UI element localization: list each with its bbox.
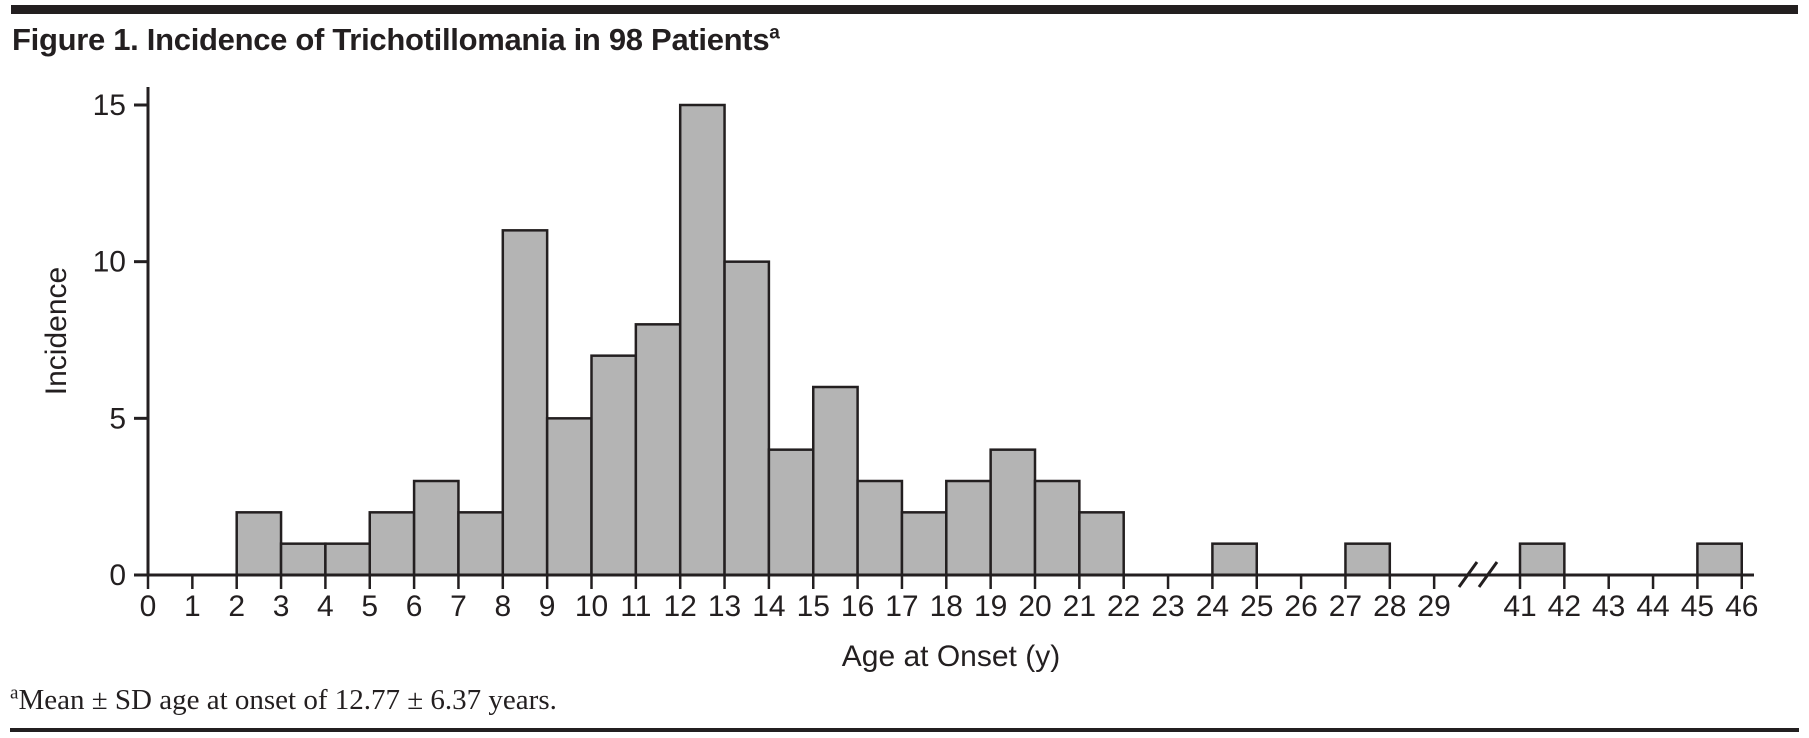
histogram-bar: [457, 511, 505, 577]
x-tick-label: 25: [1240, 590, 1273, 623]
histogram-bar: [324, 542, 371, 577]
x-tick-label: 2: [228, 590, 245, 623]
x-tick-label: 41: [1503, 590, 1536, 623]
histogram-bar: [501, 229, 549, 577]
x-tick-label: 10: [575, 590, 608, 623]
axis-break-mark: [1457, 561, 1479, 588]
histogram-bar: [945, 479, 992, 577]
y-tick-label: 5: [109, 402, 126, 435]
histogram-bar: [545, 417, 593, 577]
histogram-bar: [678, 103, 726, 577]
x-tick-label: 22: [1107, 590, 1140, 623]
x-tick-label: 18: [930, 590, 963, 623]
histogram-bar: [368, 511, 416, 577]
figure-title: Figure 1. Incidence of Trichotillomania …: [12, 22, 780, 58]
histogram-bar: [1518, 542, 1566, 577]
x-tick-label: 26: [1284, 590, 1317, 623]
x-tick-label: 14: [752, 590, 785, 623]
x-tick-label: 5: [361, 590, 378, 623]
x-tick-label: 11: [620, 590, 651, 623]
x-tick-label: 42: [1548, 590, 1581, 623]
footnote-text: Mean ± SD age at onset of 12.77 ± 6.37 y…: [18, 684, 557, 716]
x-tick-label: 4: [317, 590, 334, 623]
x-tick-label: 16: [841, 590, 874, 623]
histogram-bar: [767, 448, 815, 577]
histogram-bar: [900, 511, 948, 577]
x-tick-label: 44: [1636, 590, 1669, 623]
x-tick-label: 28: [1373, 590, 1406, 623]
histogram-bar: [1211, 542, 1259, 577]
bottom-rule: [10, 728, 1799, 732]
histogram-bar: [1078, 511, 1125, 577]
x-tick-label: 8: [494, 590, 511, 623]
x-tick-label: 7: [450, 590, 467, 623]
x-tick-label: 12: [664, 590, 697, 623]
axis-break-mark: [1477, 561, 1499, 588]
x-tick-label: 23: [1151, 590, 1184, 623]
histogram-bar: [590, 354, 638, 577]
x-tick-label: 46: [1725, 590, 1758, 623]
x-tick-label: 29: [1417, 590, 1450, 623]
histogram-bar: [279, 542, 327, 577]
histogram-bar: [1033, 479, 1081, 577]
footnote-marker: a: [10, 682, 19, 704]
x-tick-label: 21: [1063, 590, 1096, 623]
histogram-bar: [812, 385, 859, 577]
y-tick-label: 15: [93, 89, 126, 122]
histogram-bar: [723, 260, 771, 577]
x-tick-label: 3: [273, 590, 290, 623]
x-tick-label: 1: [184, 590, 201, 623]
footnote: aMean ± SD age at onset of 12.77 ± 6.37 …: [10, 682, 557, 717]
x-tick-label: 6: [406, 590, 423, 623]
histogram-bar: [412, 479, 460, 577]
figure-title-text: Figure 1. Incidence of Trichotillomania …: [12, 22, 770, 57]
histogram-bar: [1344, 542, 1392, 577]
figure-title-superscript: a: [769, 22, 780, 44]
histogram-bar: [634, 323, 682, 577]
x-tick-label: 13: [708, 590, 741, 623]
y-tick-label: 10: [93, 246, 126, 279]
x-tick-label: 27: [1329, 590, 1362, 623]
histogram-bar: [989, 448, 1037, 577]
x-tick-label: 24: [1196, 590, 1229, 623]
histogram-bar: [1696, 542, 1744, 577]
x-tick-label: 19: [974, 590, 1007, 623]
histogram-bar: [235, 511, 283, 577]
x-tick-label: 20: [1018, 590, 1051, 623]
x-tick-label: 17: [885, 590, 918, 623]
top-rule: [11, 5, 1798, 14]
x-tick-label: 45: [1681, 590, 1714, 623]
x-axis-title: Age at Onset (y): [841, 640, 1061, 673]
x-tick-label: 9: [539, 590, 556, 623]
x-tick-label: 15: [797, 590, 830, 623]
x-tick-label: 0: [140, 590, 157, 623]
y-tick-label: 0: [109, 559, 126, 592]
histogram-bar: [856, 479, 904, 577]
x-tick-label: 43: [1592, 590, 1625, 623]
